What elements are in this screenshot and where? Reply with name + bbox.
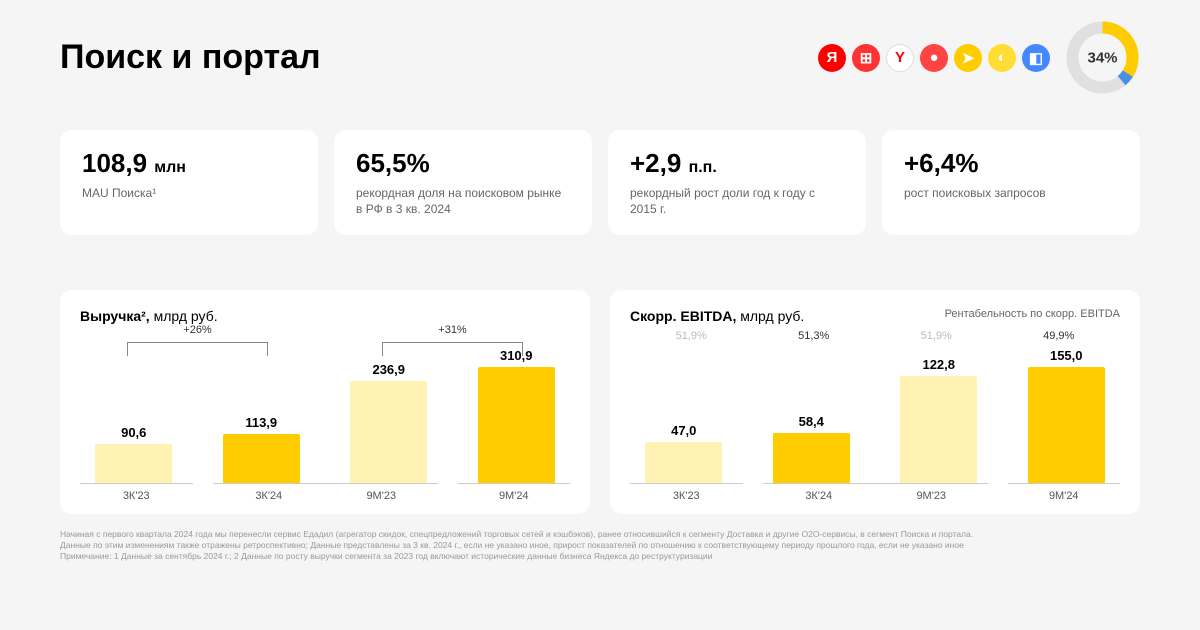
- market-share-donut: 34%: [1065, 20, 1140, 95]
- bar-column: 155,0: [1013, 348, 1121, 483]
- growth-bracket: [127, 342, 268, 356]
- growth-label: +31%: [438, 324, 466, 336]
- brand-icon: ➤: [954, 44, 982, 72]
- chart-title: Выручка², млрд руб.: [80, 308, 218, 324]
- x-axis-label: 3К'24: [763, 483, 876, 502]
- kpi-desc: рекордная доля на поисковом рынке в РФ в…: [356, 185, 570, 217]
- margin-value: 49,9%: [998, 330, 1121, 348]
- bar: [773, 433, 850, 484]
- brand-icon: ◧: [1022, 44, 1050, 72]
- bar: [1028, 367, 1105, 483]
- revenue-chart: Выручка², млрд руб. +26% 90,6 113,9 +31% 236…: [60, 290, 590, 514]
- brand-icon: ◐: [988, 44, 1016, 72]
- kpi-value: 65,5%: [356, 148, 570, 179]
- bar-pair: 47,0 58,4: [630, 348, 865, 483]
- bar-pair: 122,8 155,0: [885, 348, 1120, 483]
- bar-column: 47,0: [630, 348, 738, 483]
- x-axis-label: 3К'23: [80, 483, 193, 502]
- bar-value: 58,4: [799, 414, 824, 429]
- kpi-value: 108,9 млн: [82, 148, 296, 179]
- margin-value: 51,3%: [753, 330, 876, 348]
- kpi-desc: рост поисковых запросов: [904, 185, 1118, 201]
- kpi-value: +6,4%: [904, 148, 1118, 179]
- page-title: Поиск и портал: [60, 38, 321, 77]
- margin-value: 51,9%: [875, 330, 998, 348]
- bar-value: 113,9: [245, 415, 277, 430]
- bar-value: 90,6: [121, 425, 146, 440]
- footnote-line: Начиная с первого квартала 2024 года мы …: [60, 529, 1140, 540]
- bar-column: 90,6: [80, 348, 188, 483]
- x-axis-label: 9М'23: [875, 483, 988, 502]
- bar-column: 113,9: [208, 348, 316, 483]
- bar-column: 58,4: [758, 348, 866, 483]
- bar-column: 236,9: [335, 348, 443, 483]
- bar-pair: +31%236,9310,9: [335, 348, 570, 483]
- kpi-card: +6,4% рост поисковых запросов: [882, 130, 1140, 235]
- bar-value: 236,9: [372, 362, 405, 377]
- chart-title: Скорр. EBITDA, млрд руб.: [630, 308, 804, 324]
- kpi-desc: рекордный рост доли год к году с 2015 г.: [630, 185, 844, 217]
- kpi-desc: MAU Поиска¹: [82, 185, 296, 201]
- brand-icon: ⊞: [852, 44, 880, 72]
- kpi-card: +2,9 п.п. рекордный рост доли год к году…: [608, 130, 866, 235]
- bar: [223, 434, 300, 483]
- bar: [95, 444, 172, 483]
- x-axis-label: 9М'24: [1008, 483, 1121, 502]
- bar: [645, 442, 722, 483]
- x-axis-label: 3К'23: [630, 483, 743, 502]
- bar: [900, 376, 977, 483]
- footnotes: Начиная с первого квартала 2024 года мы …: [60, 529, 1140, 562]
- bar-column: 122,8: [885, 348, 993, 483]
- x-axis-label: 3К'24: [213, 483, 326, 502]
- margin-value: 51,9%: [630, 330, 753, 348]
- chart-note: Рентабельность по скорр. EBITDA: [945, 308, 1120, 320]
- kpi-card: 108,9 млн MAU Поиска¹: [60, 130, 318, 235]
- bar-pair: +26%90,6113,9: [80, 348, 315, 483]
- bar: [478, 367, 555, 483]
- brand-icons: Я⊞Y●➤◐◧: [818, 44, 1050, 72]
- x-axis-label: 9М'23: [325, 483, 438, 502]
- footnote-line: Примечание: 1 Данные за сентябрь 2024 г.…: [60, 551, 1140, 562]
- kpi-row: 108,9 млн MAU Поиска¹65,5% рекордная дол…: [60, 130, 1140, 235]
- kpi-card: 65,5% рекордная доля на поисковом рынке …: [334, 130, 592, 235]
- bar-value: 155,0: [1050, 348, 1083, 363]
- x-axis-label: 9М'24: [458, 483, 571, 502]
- bar-value: 122,8: [922, 357, 955, 372]
- kpi-value: +2,9 п.п.: [630, 148, 844, 179]
- bar-column: 310,9: [463, 348, 571, 483]
- growth-label: +26%: [183, 324, 211, 336]
- bar: [350, 381, 427, 484]
- brand-icon: Y: [886, 44, 914, 72]
- ebitda-chart: Скорр. EBITDA, млрд руб. Рентабельность …: [610, 290, 1140, 514]
- brand-icon: ●: [920, 44, 948, 72]
- growth-bracket: [382, 342, 523, 356]
- footnote-line: Данные по этим изменениям также отражены…: [60, 540, 1140, 551]
- donut-label: 34%: [1087, 49, 1117, 66]
- brand-icon: Я: [818, 44, 846, 72]
- bar-value: 47,0: [671, 423, 696, 438]
